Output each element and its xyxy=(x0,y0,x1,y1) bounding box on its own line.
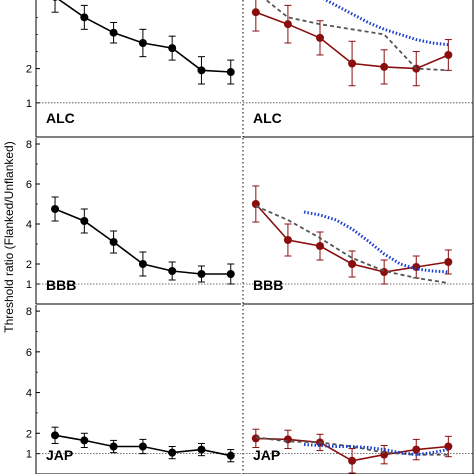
y-tick-label: 2 xyxy=(26,259,32,271)
y-tick-label: 6 xyxy=(26,179,32,191)
series-line-1 xyxy=(264,0,449,72)
data-point xyxy=(348,59,357,68)
y-tick-label: 4 xyxy=(26,219,32,231)
y-tick-label: 2 xyxy=(26,64,32,76)
plot-area xyxy=(51,196,235,285)
data-point xyxy=(283,20,292,29)
panels: 1 2 ALC ALC 1 2 4 6 8 BBB BBB 1 2 4 6 8 JAP JAP xyxy=(26,0,474,474)
data-point xyxy=(138,442,147,451)
y-tick-label: 1 xyxy=(26,449,32,461)
data-point xyxy=(283,236,292,244)
data-point xyxy=(109,28,118,37)
data-point xyxy=(251,8,260,17)
chart-panel-left-alc: 1 2 ALC xyxy=(26,0,241,138)
chart-panel-right-alc: ALC xyxy=(242,0,474,138)
data-point xyxy=(348,260,357,268)
data-point xyxy=(251,434,260,443)
plot-area xyxy=(251,185,453,285)
panel-label: JAP xyxy=(253,447,280,463)
series-line-2 xyxy=(322,0,449,47)
series-line-2 xyxy=(303,210,449,274)
data-point xyxy=(51,431,60,440)
data-point xyxy=(109,238,118,246)
data-point xyxy=(316,33,324,42)
series-line-1 xyxy=(255,205,449,284)
y-tick-label: 1 xyxy=(26,279,32,291)
plot-area xyxy=(251,0,453,87)
chart-panel-right-bbb: BBB xyxy=(242,138,474,305)
data-point xyxy=(168,44,177,53)
y-tick-label: 4 xyxy=(26,388,32,400)
data-point xyxy=(197,270,206,278)
data-point xyxy=(168,267,177,275)
y-tick-label: 1 xyxy=(26,98,32,110)
data-point xyxy=(316,242,324,250)
data-point xyxy=(168,448,177,457)
data-point xyxy=(197,445,206,454)
data-point xyxy=(80,436,89,445)
plot-area xyxy=(51,0,235,85)
data-point xyxy=(109,442,118,451)
y-tick-label: 8 xyxy=(26,306,32,318)
plot-area xyxy=(51,426,235,463)
plot-area xyxy=(251,428,453,474)
chart-panel-left-bbb: 1 2 4 6 8 BBB xyxy=(26,138,241,305)
panel-label: BBB xyxy=(253,277,283,293)
data-point xyxy=(197,66,206,75)
data-point xyxy=(51,205,60,213)
data-point xyxy=(52,0,58,1)
y-tick-label: 2 xyxy=(26,428,32,440)
y-axis-label: Threshold ratio (Flanked/Unflanked) xyxy=(2,141,16,332)
data-point xyxy=(138,260,147,268)
chart-panel-right-jap: JAP xyxy=(242,305,474,474)
data-point xyxy=(226,451,235,460)
data-point xyxy=(226,68,235,77)
panel-label: ALC xyxy=(253,110,282,126)
panel-label: ALC xyxy=(46,110,75,126)
data-point xyxy=(412,445,421,454)
data-point xyxy=(444,50,453,59)
data-point xyxy=(138,38,147,47)
y-tick-label: 8 xyxy=(26,139,32,151)
y-tick-label: 6 xyxy=(26,347,32,359)
panel-label: JAP xyxy=(46,447,73,463)
data-point xyxy=(444,442,453,451)
data-point xyxy=(80,217,89,225)
data-point xyxy=(348,456,357,465)
series-line-2 xyxy=(303,443,449,457)
data-point xyxy=(444,258,453,266)
chart-panel-left-jap: 1 2 4 6 8 JAP xyxy=(26,305,241,474)
data-point xyxy=(380,62,389,71)
panel-label: BBB xyxy=(46,277,76,293)
data-point xyxy=(80,13,89,22)
data-point xyxy=(226,270,235,278)
